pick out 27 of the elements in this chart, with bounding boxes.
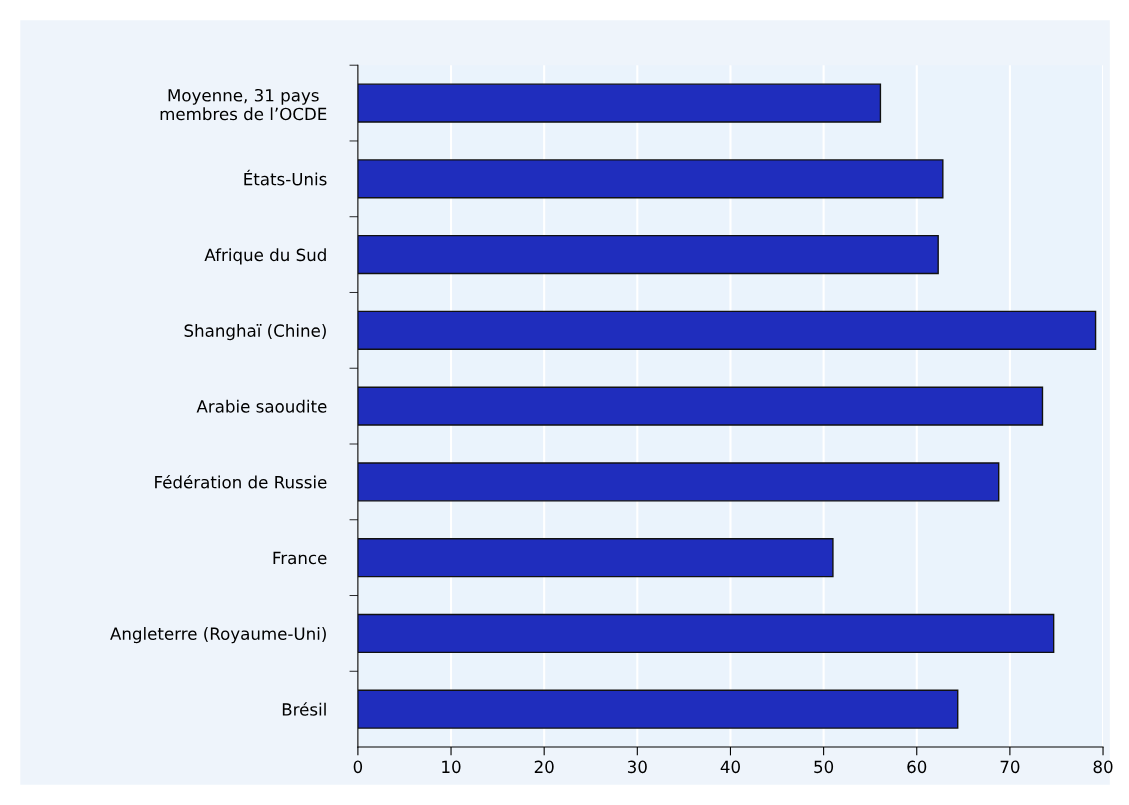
x-tick-label: 10 <box>442 760 461 774</box>
bar <box>357 234 939 275</box>
bar <box>357 386 1044 426</box>
bar <box>357 310 1097 350</box>
y-tick-label: France <box>273 551 327 565</box>
x-tick-label: 20 <box>534 760 554 774</box>
x-tick-label: 70 <box>1000 760 1020 774</box>
x-tick-label: 30 <box>627 760 647 774</box>
x-tick-label: 50 <box>814 760 834 774</box>
bar <box>357 613 1055 654</box>
bar <box>357 159 944 199</box>
y-tick-label: Moyenne, 31 pays membres de l’OCDE <box>160 88 327 121</box>
bar <box>357 83 882 123</box>
x-tick-label: 40 <box>720 760 740 774</box>
y-tick-label: Angleterre (Royaume-Uni) <box>110 627 326 644</box>
bar <box>357 462 1000 502</box>
bar <box>357 538 834 578</box>
x-tick-label: 0 <box>353 760 363 774</box>
x-tick-label: 60 <box>907 760 927 774</box>
x-tick-label: 80 <box>1093 760 1113 774</box>
y-tick-label: Shanghaï (Chine) <box>184 324 326 341</box>
y-tick-label: Arabie saoudite <box>196 399 327 413</box>
y-tick-label: États-Unis <box>244 169 327 186</box>
y-tick-label: Afrique du Sud <box>204 248 326 265</box>
y-tick-label: Fédération de Russie <box>155 474 327 489</box>
y-tick-label: Brésil <box>282 702 326 716</box>
bar <box>357 689 959 729</box>
